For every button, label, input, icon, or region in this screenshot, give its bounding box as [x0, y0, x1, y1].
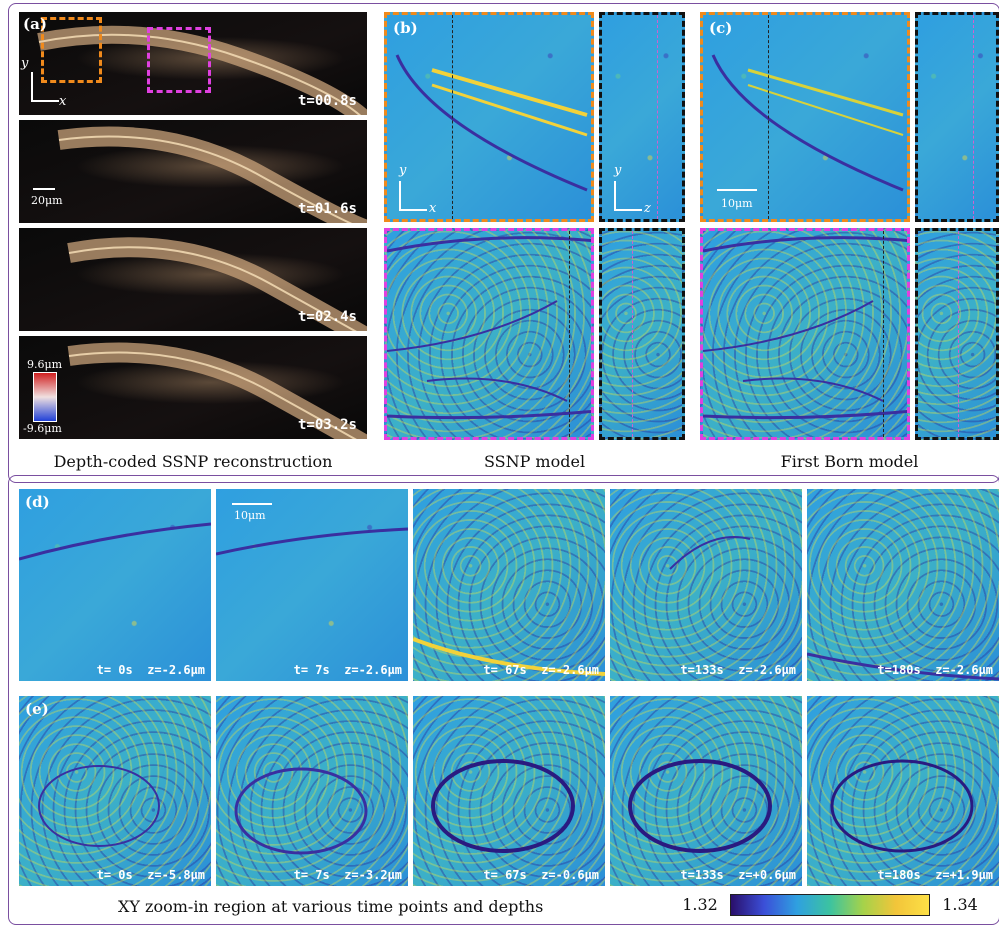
slice-line-c-yz-top	[973, 15, 974, 219]
cell-outline-e1	[38, 765, 160, 847]
time-label-2: t=01.6s	[297, 201, 357, 217]
colorbar-max-label: 1.34	[942, 895, 978, 914]
d-label-1: t= 0s z=-2.6μm	[96, 663, 205, 677]
panel-c-xy-top: (c) 10μm	[700, 12, 910, 222]
slice-line-c-yz-bottom	[958, 231, 959, 437]
cell-outline-e4	[628, 759, 772, 853]
worm-head-xy-c	[711, 54, 904, 192]
b-yz-y-axis-line	[614, 181, 616, 209]
slice-line-c-bottom	[883, 231, 884, 437]
e-label-3: t= 67s z=-0.6μm	[483, 868, 599, 882]
worm-image-4	[67, 342, 367, 439]
worm-image-2	[57, 126, 367, 223]
b-x-axis-line	[399, 209, 427, 211]
axis-y-label: y	[21, 56, 29, 71]
panel-b-tag: (b)	[393, 19, 418, 37]
e-label-1: t= 0s z=-5.8μm	[96, 868, 205, 882]
panel-e-tile-3: t= 67s z=-0.6μm	[413, 696, 605, 886]
depth-min-label: -9.6μm	[23, 422, 62, 435]
y-axis-line	[31, 72, 33, 100]
b-axis-y-label: y	[399, 163, 407, 178]
depth-colorbar	[33, 372, 57, 422]
worm-head-xy-b	[395, 54, 588, 192]
bottom-caption: XY zoom-in region at various time points…	[118, 897, 544, 916]
d-label-4: t=133s z=-2.6μm	[680, 663, 796, 677]
panel-c-xy-bottom	[700, 228, 910, 440]
time-label-4: t=03.2s	[297, 417, 357, 433]
cuticle-curve-d5	[807, 652, 999, 681]
panel-e-tile-5: t=180s z=+1.9μm	[807, 696, 999, 886]
panel-a-frame-2: 20μm t=01.6s	[19, 120, 367, 223]
d-label-3: t= 67s z=-2.6μm	[483, 663, 599, 677]
panel-b-yz-top: y z	[599, 12, 685, 222]
time-label-3: t=02.4s	[297, 309, 357, 325]
panel-e-tile-1: (e) t= 0s z=-5.8μm	[19, 696, 211, 886]
panel-c-yz-top	[915, 12, 999, 222]
panel-b-yz-bottom	[599, 228, 685, 440]
e-label-5: t=180s z=+1.9μm	[877, 868, 993, 882]
b-yz-z-axis-line	[614, 209, 642, 211]
worm-image-3	[67, 237, 367, 331]
scale-bar-label-c: 10μm	[721, 197, 753, 210]
scale-bar-label-d: 10μm	[234, 509, 266, 522]
caption-b: SSNP model	[483, 452, 586, 471]
slice-line-b-yz-top	[657, 15, 658, 219]
panel-d-tile-4: t=133s z=-2.6μm	[610, 489, 802, 681]
x-axis-line	[31, 100, 59, 102]
panel-a-tag: (a)	[23, 15, 47, 33]
panel-e-tile-2: t= 7s z=-3.2μm	[216, 696, 408, 886]
scale-bar-d-10um	[232, 503, 272, 505]
caption-c: First Born model	[780, 452, 919, 471]
orange-roi-box	[41, 17, 102, 83]
cell-outline-e5	[830, 759, 974, 853]
worm-body-xy-b	[387, 236, 591, 420]
panel-c-yz-bottom	[915, 228, 999, 440]
panel-e-tag: (e)	[25, 700, 49, 718]
axis-x-label: x	[59, 94, 67, 109]
panel-b-xy-bottom	[384, 228, 594, 440]
panel-d-tile-1: (d) t= 0s z=-2.6μm	[19, 489, 211, 681]
panel-d-tile-2: 10μm t= 7s z=-2.6μm	[216, 489, 408, 681]
cell-outline-e2	[234, 767, 368, 855]
worm-image-1	[37, 25, 367, 115]
caption-a: Depth-coded SSNP reconstruction	[53, 452, 333, 471]
slice-line-b-bottom	[569, 231, 570, 437]
panel-d-tag: (d)	[25, 493, 50, 511]
panel-c-tag: (c)	[709, 19, 733, 37]
depth-max-label: 9.6μm	[27, 358, 63, 371]
d-label-2: t= 7s z=-2.6μm	[293, 663, 402, 677]
slice-line-b-yz-bottom	[632, 231, 633, 437]
membrane-curve-d2	[216, 527, 408, 556]
b-yz-axis-y-label: y	[614, 163, 622, 178]
top-frame	[8, 3, 999, 483]
scale-bar-c-10um	[717, 189, 757, 191]
b-axis-z-label: z	[644, 201, 651, 216]
scale-bar-label-20um: 20μm	[31, 194, 63, 207]
membrane-curve-d4	[669, 536, 751, 570]
panel-b-xy-top: (b) y x	[384, 12, 594, 222]
panel-a-frame-4: 9.6μm -9.6μm t=03.2s	[19, 336, 367, 439]
cuticle-curve-d3	[413, 637, 605, 676]
membrane-curve-d1	[19, 522, 211, 561]
colorbar-min-label: 1.32	[682, 895, 718, 914]
slice-line-c-top	[768, 15, 769, 219]
panel-a-frame-1: (a) y x t=00.8s	[19, 12, 367, 115]
refractive-index-colorbar	[730, 894, 930, 916]
panel-a-frame-3: t=02.4s	[19, 228, 367, 331]
scale-bar-20um	[33, 188, 55, 190]
magenta-roi-box	[147, 27, 211, 93]
e-label-4: t=133s z=+0.6μm	[680, 868, 796, 882]
worm-body-xy-c	[703, 236, 907, 420]
d-label-5: t=180s z=-2.6μm	[877, 663, 993, 677]
time-label-1: t=00.8s	[297, 93, 357, 109]
bottom-frame	[8, 475, 999, 925]
panel-d-tile-3: t= 67s z=-2.6μm	[413, 489, 605, 681]
panel-d-tile-5: t=180s z=-2.6μm	[807, 489, 999, 681]
panel-e-tile-4: t=133s z=+0.6μm	[610, 696, 802, 886]
b-axis-x-label: x	[429, 201, 437, 216]
b-y-axis-line	[399, 181, 401, 209]
slice-line-b-top	[452, 15, 453, 219]
e-label-2: t= 7s z=-3.2μm	[293, 868, 402, 882]
cell-outline-e3	[431, 759, 575, 853]
